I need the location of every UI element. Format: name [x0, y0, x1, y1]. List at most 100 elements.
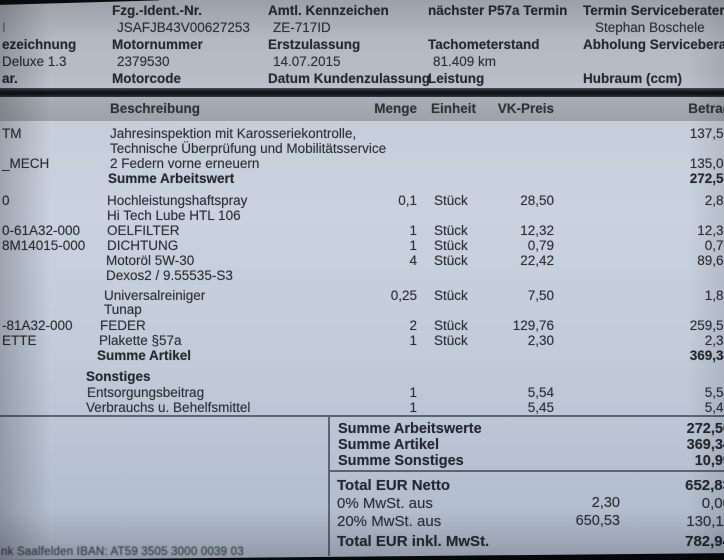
item-amount: 89,68	[697, 253, 724, 268]
vehicle-label: Fzg.-Ident.-Nr.	[112, 3, 202, 18]
subtotal-amount: 272,50	[689, 171, 724, 186]
item-amount: 135,00	[689, 156, 724, 171]
vehicle-label: Tachometerstand	[428, 37, 540, 52]
table-row: Entsorgungsbeitrag 1 5,54 5,54	[0, 385, 724, 402]
item-description: Motoröl 5W-30	[106, 253, 195, 268]
item-unit: Stück	[434, 333, 468, 348]
col-header-einheit: Einheit	[431, 101, 477, 116]
vehicle-value: Deluxe 1.3	[2, 54, 67, 69]
item-unit-price: 2,30	[527, 333, 554, 348]
item-code: ETTE	[2, 333, 37, 348]
total-row: Total EUR Netto 652,83	[0, 477, 724, 494]
summary-row: Summe Artikel 369,34	[0, 437, 724, 454]
total-label: Total EUR Netto	[337, 477, 451, 494]
item-amount: 5,54	[704, 385, 724, 400]
vehicle-value: 81.409 km	[433, 54, 497, 69]
vehicle-label: Amtl. Kennzeichen	[268, 3, 389, 18]
item-amount: 137,50	[689, 126, 724, 141]
total-label: 0% MwSt. aus	[337, 495, 433, 512]
totals-box-left-border	[328, 416, 330, 556]
item-amount: 259,52	[689, 318, 724, 333]
total-label: Total EUR inkl. MwSt.	[337, 533, 490, 550]
col-header-vk-preis: VK-Preis	[497, 101, 554, 116]
section-label: Sonstiges	[86, 369, 151, 384]
item-unit-price: 5,45	[527, 400, 554, 415]
item-code: _MECH	[2, 156, 50, 171]
item-unit-price: 5,54	[527, 385, 554, 400]
vehicle-value: JSAFJB43V00627253	[117, 20, 250, 35]
table-subtotal-row: Summe Arbeitswert 272,50	[0, 171, 724, 188]
summary-row: Summe Sonstiges 10,99	[0, 453, 724, 470]
summary-amount: 10,99	[694, 453, 724, 469]
table-row: _MECH 2 Federn vorne erneuern 135,00	[0, 156, 724, 173]
item-code: -81A32-000	[2, 318, 73, 333]
item-description: Jahresinspektion mit Karosseriekontrolle…	[110, 126, 357, 141]
item-description: OELFILTER	[107, 223, 180, 238]
item-unit-price: 7,50	[527, 288, 554, 303]
item-unit: Stück	[434, 253, 468, 268]
paper-fold-shadow	[0, 88, 724, 97]
item-quantity: 0,1	[398, 193, 417, 208]
item-unit-price: 0,79	[527, 238, 554, 253]
item-unit-price: 22,42	[520, 253, 554, 268]
total-amount: 130,11	[686, 513, 724, 530]
item-unit: Stück	[434, 238, 468, 253]
vehicle-label: ar.	[2, 71, 18, 86]
item-code: TM	[2, 126, 22, 141]
subtotal-label: Summe Artikel	[97, 348, 192, 363]
total-amount: 652,83	[685, 477, 724, 494]
item-quantity: 1	[409, 223, 417, 238]
vehicle-label: Leistung	[428, 71, 485, 86]
item-amount: 1,88	[704, 288, 724, 303]
table-row: Technische Überprüfung und Mobilitätsser…	[0, 141, 724, 158]
summary-label: Summe Sonstiges	[338, 453, 464, 469]
item-description: 2 Federn vorne erneuern	[110, 156, 260, 171]
item-code: 0-61A32-000	[2, 223, 81, 238]
item-description: FEDER	[100, 318, 146, 333]
vehicle-info-header: I ezeichnung Deluxe 1.3 ar. V01 Fzg.-Ide…	[0, 0, 724, 101]
item-description: Dexos2 / 9.55535-S3	[106, 268, 233, 283]
item-quantity: 1	[409, 400, 417, 415]
vehicle-label: Hubraum (ccm)	[583, 71, 683, 86]
item-unit: Stück	[434, 193, 468, 208]
item-quantity: 2	[409, 318, 417, 333]
item-quantity: 1	[409, 333, 417, 348]
summary-label: Summe Artikel	[338, 437, 439, 453]
vehicle-value: I	[2, 20, 6, 35]
item-description: Technische Überprüfung und Mobilitätsser…	[110, 141, 387, 156]
item-unit: Stück	[434, 318, 468, 333]
table-subtotal-row: Summe Artikel 369,34	[0, 348, 724, 365]
table-row: Motoröl 5W-30 4 Stück 22,42 89,68	[0, 253, 724, 270]
item-quantity: 0,25	[390, 288, 417, 303]
summary-amount: 369,34	[686, 437, 724, 453]
item-quantity: 1	[409, 238, 417, 253]
tax-base-amount: 2,30	[591, 495, 620, 511]
summary-row: Summe Arbeitswerte 272,50	[0, 421, 724, 438]
total-amount: 782,94	[685, 533, 724, 550]
vehicle-label: Motornummer	[112, 37, 203, 52]
col-header-menge: Menge	[374, 101, 417, 116]
summary-amount: 272,50	[686, 421, 724, 437]
item-description: Verbrauchs u. Behelfsmittel	[86, 400, 251, 415]
summary-label: Summe Arbeitswerte	[338, 421, 482, 437]
item-description: Hochleistungshaftspray	[107, 193, 248, 208]
table-header-row: Beschreibung Menge Einheit VK-Preis Betr…	[0, 97, 724, 121]
vehicle-label: ezeichnung	[2, 37, 77, 52]
vehicle-label: Datum Kundenzulassung	[268, 71, 431, 86]
item-unit: Stück	[434, 288, 468, 303]
vehicle-value: 14.07.2015	[273, 54, 341, 69]
table-row: 0 Hochleistungshaftspray 0,1 Stück 28,50…	[0, 193, 724, 210]
item-description: Universalreiniger	[104, 288, 206, 303]
item-amount: 2,85	[704, 193, 724, 208]
total-row: 0% MwSt. aus 2,30 0,00	[0, 495, 724, 512]
table-row: Hi Tech Lube HTL 106	[0, 208, 724, 225]
table-row: -81A32-000 FEDER 2 Stück 129,76 259,52	[0, 318, 724, 335]
table-row: Verbrauchs u. Behelfsmittel 1 5,45 5,45	[0, 400, 724, 417]
item-description: DICHTUNG	[107, 238, 179, 253]
rule-above-total	[328, 470, 724, 472]
table-row: Universalreiniger 0,25 Stück 7,50 1,88	[0, 288, 724, 305]
vehicle-value: 2379530	[117, 54, 170, 69]
total-label: 20% MwSt. aus	[337, 513, 442, 530]
item-unit-price: 129,76	[512, 318, 554, 333]
